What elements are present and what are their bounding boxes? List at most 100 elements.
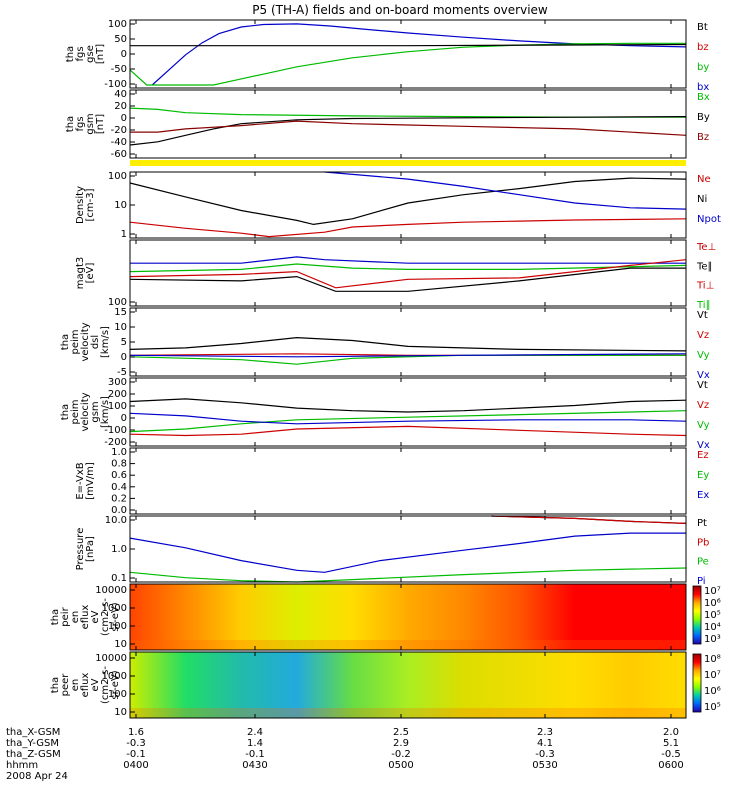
legend-label: by bbox=[697, 62, 709, 73]
y-axis-label: tha bbox=[60, 334, 71, 350]
panel-frame bbox=[129, 377, 687, 447]
colorbar-tick-label: 10⁵ bbox=[704, 702, 721, 713]
y-tick-label: 10 bbox=[114, 639, 127, 650]
legend-label: By bbox=[697, 112, 710, 123]
panel-peim-dsl: Vt Vz Vy Vx 15 10 5 0 -5 tha peim velocity dsl [km/s] bbox=[60, 307, 710, 381]
heatmap-band bbox=[130, 640, 686, 650]
y-tick-label: 0.2 bbox=[111, 493, 127, 504]
panel-frame bbox=[129, 307, 687, 377]
series-bx bbox=[151, 23, 687, 86]
footer-value: 2.4 bbox=[247, 727, 263, 738]
y-tick-label: -20 bbox=[111, 125, 127, 136]
series-By bbox=[129, 116, 687, 146]
y-tick-label: 100 bbox=[108, 401, 127, 412]
series-Ni bbox=[129, 177, 687, 226]
y-tick-label: 1.0 bbox=[111, 447, 127, 458]
colorbar-tick-label: 10⁸ bbox=[704, 654, 721, 665]
footer-value: 0500 bbox=[388, 760, 413, 771]
legend-label: Vt bbox=[697, 380, 708, 391]
y-tick-label: 20 bbox=[114, 101, 127, 112]
panel-density: Ne Ni Npot 100 10 1 Density [cm-3] bbox=[75, 171, 721, 240]
series-Pe bbox=[129, 567, 687, 583]
legend-label: Bz bbox=[697, 132, 709, 143]
y-tick-label: 0.0 bbox=[111, 505, 127, 516]
heatmap-fill bbox=[130, 652, 686, 718]
footer-row-label: hhmm bbox=[6, 760, 38, 771]
y-tick-label: 10 bbox=[114, 707, 127, 718]
y-tick-label: 1 bbox=[121, 229, 127, 240]
footer-value: 0600 bbox=[658, 760, 683, 771]
footer-value: -0.1 bbox=[245, 749, 265, 760]
legend-label: Pi bbox=[697, 576, 706, 587]
footer-group: tha_X-GSM 1.6 2.4 2.5 2.3 2.0 tha_Y-GSM -0.3 1.4… bbox=[6, 727, 684, 782]
series-by bbox=[129, 42, 686, 86]
legend-label: Vy bbox=[697, 420, 710, 431]
y-tick-label: -40 bbox=[111, 137, 127, 148]
y-tick-label: 0 bbox=[121, 352, 127, 363]
y-tick-label: 1.0 bbox=[111, 544, 127, 555]
colorbar-tick-label: 10⁴ bbox=[704, 622, 721, 633]
y-tick-label: -200 bbox=[104, 437, 127, 448]
footer-value: 1.6 bbox=[128, 727, 144, 738]
legend-label: Pe bbox=[697, 557, 709, 568]
series-Ti∥ bbox=[129, 263, 687, 273]
y-axis-label: eflux bbox=[80, 673, 91, 698]
legend-label: Vx bbox=[697, 440, 710, 451]
series-Vx bbox=[129, 353, 687, 358]
y-tick-label: 1000 bbox=[102, 671, 127, 682]
y-tick-label: 100 bbox=[108, 297, 127, 308]
y-axis-label: E=-VxB bbox=[75, 462, 86, 499]
footer-value: 2.9 bbox=[393, 738, 409, 749]
y-axis-label: velocity bbox=[80, 392, 91, 431]
legend-label: Te⊥ bbox=[696, 242, 716, 253]
y-tick-label: -100 bbox=[104, 79, 127, 90]
y-axis-label: (cm2-s- bbox=[100, 598, 111, 636]
y-tick-label: 10 bbox=[114, 200, 127, 211]
legend-label: Vt bbox=[697, 310, 708, 321]
footer-value: 0530 bbox=[532, 760, 557, 771]
y-tick-label: -50 bbox=[111, 64, 127, 75]
series-Npot bbox=[324, 171, 687, 210]
y-axis-label: fgs bbox=[75, 116, 86, 131]
series-Bz bbox=[130, 120, 687, 136]
footer-value: 0400 bbox=[123, 760, 148, 771]
y-axis-label: tha bbox=[65, 116, 76, 132]
heatmap-fill bbox=[130, 584, 686, 650]
colorbar-tick-label: 10³ bbox=[704, 634, 721, 645]
y-axis-label: tha bbox=[60, 404, 71, 420]
y-axis-label: eflux bbox=[80, 605, 91, 630]
y-tick-label: 50 bbox=[114, 34, 127, 45]
y-tick-label: 100 bbox=[108, 19, 127, 30]
colorbar-tick-label: 10⁶ bbox=[704, 598, 721, 609]
y-axis-label: sr-eV) bbox=[110, 670, 121, 699]
y-axis-label: gsm bbox=[85, 113, 96, 134]
footer-value: -0.2 bbox=[391, 749, 411, 760]
colorbar bbox=[692, 653, 702, 713]
legend-label: Vy bbox=[697, 350, 710, 361]
y-axis-label: gse bbox=[85, 45, 96, 63]
legend-label: Ti⊥ bbox=[696, 281, 714, 292]
y-tick-label: 100 bbox=[108, 621, 127, 632]
y-axis-label: fgs bbox=[75, 46, 86, 61]
series-Bt bbox=[130, 43, 687, 47]
footer-value: 0430 bbox=[242, 760, 267, 771]
footer-value: 1.4 bbox=[247, 738, 263, 749]
y-axis-label: velocity bbox=[80, 322, 91, 361]
series-Ti⊥ bbox=[130, 256, 686, 264]
y-tick-label: -60 bbox=[111, 149, 127, 160]
y-tick-label: -5 bbox=[117, 367, 127, 378]
panel-pressure: Pt Pb Pe Pi 10.0 1.0 0.1 Pressure [nPa] bbox=[75, 515, 709, 587]
y-tick-label: 10000 bbox=[95, 585, 127, 596]
y-axis-label: gsm bbox=[90, 401, 101, 422]
series-Vt bbox=[129, 398, 687, 413]
y-axis-label: tha bbox=[65, 46, 76, 62]
panel-frame bbox=[129, 583, 687, 651]
series-Vy bbox=[129, 410, 687, 433]
y-axis-label: en bbox=[70, 611, 81, 624]
y-tick-label: 0 bbox=[121, 49, 127, 60]
series-Te∥ bbox=[129, 267, 686, 292]
footer-value: -0.3 bbox=[535, 749, 555, 760]
legend-label: Ne bbox=[697, 174, 711, 185]
